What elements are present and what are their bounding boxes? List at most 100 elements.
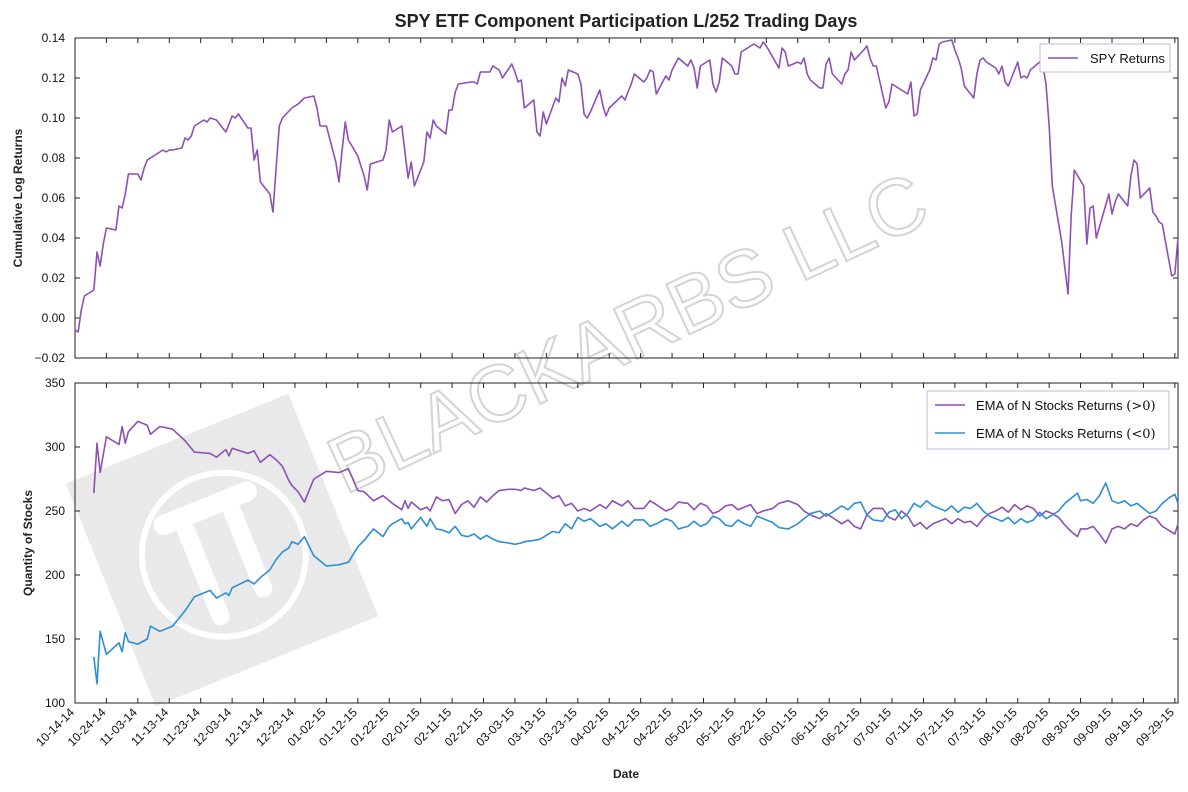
bottom-series-1-point xyxy=(1058,510,1059,511)
top-series-0-point xyxy=(184,137,185,138)
bottom-series-0-point xyxy=(1099,533,1100,534)
top-series-0-point xyxy=(426,131,427,132)
bottom-series-1-point xyxy=(649,526,650,527)
bottom-series-1-point xyxy=(194,596,195,597)
bottom-series-1-point xyxy=(1045,518,1046,519)
top-series-0-point xyxy=(260,181,261,182)
bottom-series-0-point xyxy=(772,508,773,509)
bottom-series-1-point xyxy=(1149,513,1150,514)
top-series-0-point xyxy=(797,61,798,62)
bottom-series-0-point xyxy=(260,462,261,463)
top-series-0-point xyxy=(298,103,299,104)
bottom-series-0-point xyxy=(737,509,738,510)
bottom-series-0-point xyxy=(364,491,365,492)
bottom-series-0-point xyxy=(313,478,314,479)
bottom-series-1-point xyxy=(656,523,657,524)
top-series-0-point xyxy=(364,175,365,176)
top-series-0-point xyxy=(511,63,512,64)
top-series-0-point xyxy=(781,47,782,48)
bottom-series-0-point xyxy=(706,505,707,506)
top-series-0-point xyxy=(128,173,129,174)
top-legend: SPY Returns xyxy=(1039,43,1171,73)
bottom-series-1-point xyxy=(118,642,119,643)
top-series-0-point xyxy=(150,157,151,158)
top-series-0-point xyxy=(210,117,211,118)
top-series-0-point xyxy=(140,179,141,180)
bottom-series-1-point xyxy=(939,508,940,509)
top-series-0-point xyxy=(159,151,160,152)
bottom-series-0-point xyxy=(756,513,757,514)
bottom-series-0-point xyxy=(832,517,833,518)
top-series-0-point xyxy=(188,139,189,140)
bottom-series-0-point xyxy=(552,498,553,499)
bottom-series-1-point xyxy=(945,510,946,511)
bottom-series-1-point xyxy=(304,536,305,537)
top-series-0-point xyxy=(671,69,672,70)
bottom-series-0-point xyxy=(1162,526,1163,527)
bottom-series-0-point xyxy=(225,449,226,450)
top-series-0-point xyxy=(206,121,207,122)
top-series-0-point xyxy=(458,83,459,84)
bottom-series-1-point xyxy=(93,656,94,657)
top-series-0-point xyxy=(408,177,409,178)
top-series-0-point xyxy=(162,149,163,150)
bottom-series-1-point xyxy=(480,539,481,540)
top-series-0-point xyxy=(778,67,779,68)
top-series-0-point xyxy=(891,83,892,84)
bottom-series-1-point xyxy=(1020,518,1021,519)
bottom-series-1-point xyxy=(514,544,515,545)
bottom-series-1-point xyxy=(772,522,773,523)
top-series-0-point xyxy=(1064,267,1065,268)
bottom-series-0-point xyxy=(106,436,107,437)
bottom-series-0-point xyxy=(436,496,437,497)
top-series-0-point xyxy=(382,159,383,160)
top-series-0-point xyxy=(1045,83,1046,84)
bottom-series-1-point xyxy=(298,544,299,545)
bottom-series-1-point xyxy=(1064,503,1065,504)
bottom-series-0-point xyxy=(1045,510,1046,511)
bottom-series-1-point xyxy=(882,521,883,522)
bottom-series-1-point xyxy=(1080,500,1081,501)
bottom-series-0-point xyxy=(945,518,946,519)
bottom-series-1-point xyxy=(951,505,952,506)
bottom-series-0-point xyxy=(1149,516,1150,517)
bottom-series-0-point xyxy=(847,519,848,520)
bottom-y-axis: 100 150 200 250 300 350 xyxy=(45,376,1178,710)
top-series-0-point xyxy=(455,91,456,92)
bottom-series-0-point xyxy=(254,450,255,451)
bottom-series-0-point xyxy=(172,428,173,429)
top-series-0-point xyxy=(228,123,229,124)
top-series-0-point xyxy=(954,49,955,50)
top-series-0-point xyxy=(634,73,635,74)
top-series-0-point xyxy=(599,89,600,90)
bottom-series-0-point xyxy=(995,510,996,511)
bottom-series-1-point xyxy=(920,507,921,508)
top-series-0-point xyxy=(734,73,735,74)
top-series-0-point xyxy=(590,111,591,112)
top-y-tick-label: 0.00 xyxy=(42,311,66,325)
bottom-series-0-point xyxy=(1124,528,1125,529)
bottom-series-0-point xyxy=(137,421,138,422)
legend-label-positive: EMA of N Stocks Returns (>0) xyxy=(976,398,1156,414)
top-series-0-point xyxy=(106,227,107,228)
bottom-series-1-point xyxy=(1174,494,1175,495)
bottom-series-1-point xyxy=(599,526,600,527)
bottom-series-1-point xyxy=(970,508,971,509)
bottom-series-1-point xyxy=(778,527,779,528)
bottom-series-0-point xyxy=(913,526,914,527)
top-series-0-point xyxy=(445,133,446,134)
bottom-series-1-point xyxy=(825,516,826,517)
top-series-0-point xyxy=(276,167,277,168)
top-series-0-point xyxy=(1005,81,1006,82)
top-series-0-point xyxy=(609,107,610,108)
bottom-series-0-point xyxy=(508,489,509,490)
bottom-series-0-point xyxy=(194,452,195,453)
top-series-0-point xyxy=(1093,205,1094,206)
bottom-series-0-point xyxy=(627,500,628,501)
top-series-0-point xyxy=(546,123,547,124)
top-series-0-point xyxy=(1086,243,1087,244)
bottom-series-1-point xyxy=(150,626,151,627)
top-series-0-point xyxy=(430,137,431,138)
bottom-series-0-point xyxy=(649,500,650,501)
bottom-series-1-point xyxy=(847,509,848,510)
